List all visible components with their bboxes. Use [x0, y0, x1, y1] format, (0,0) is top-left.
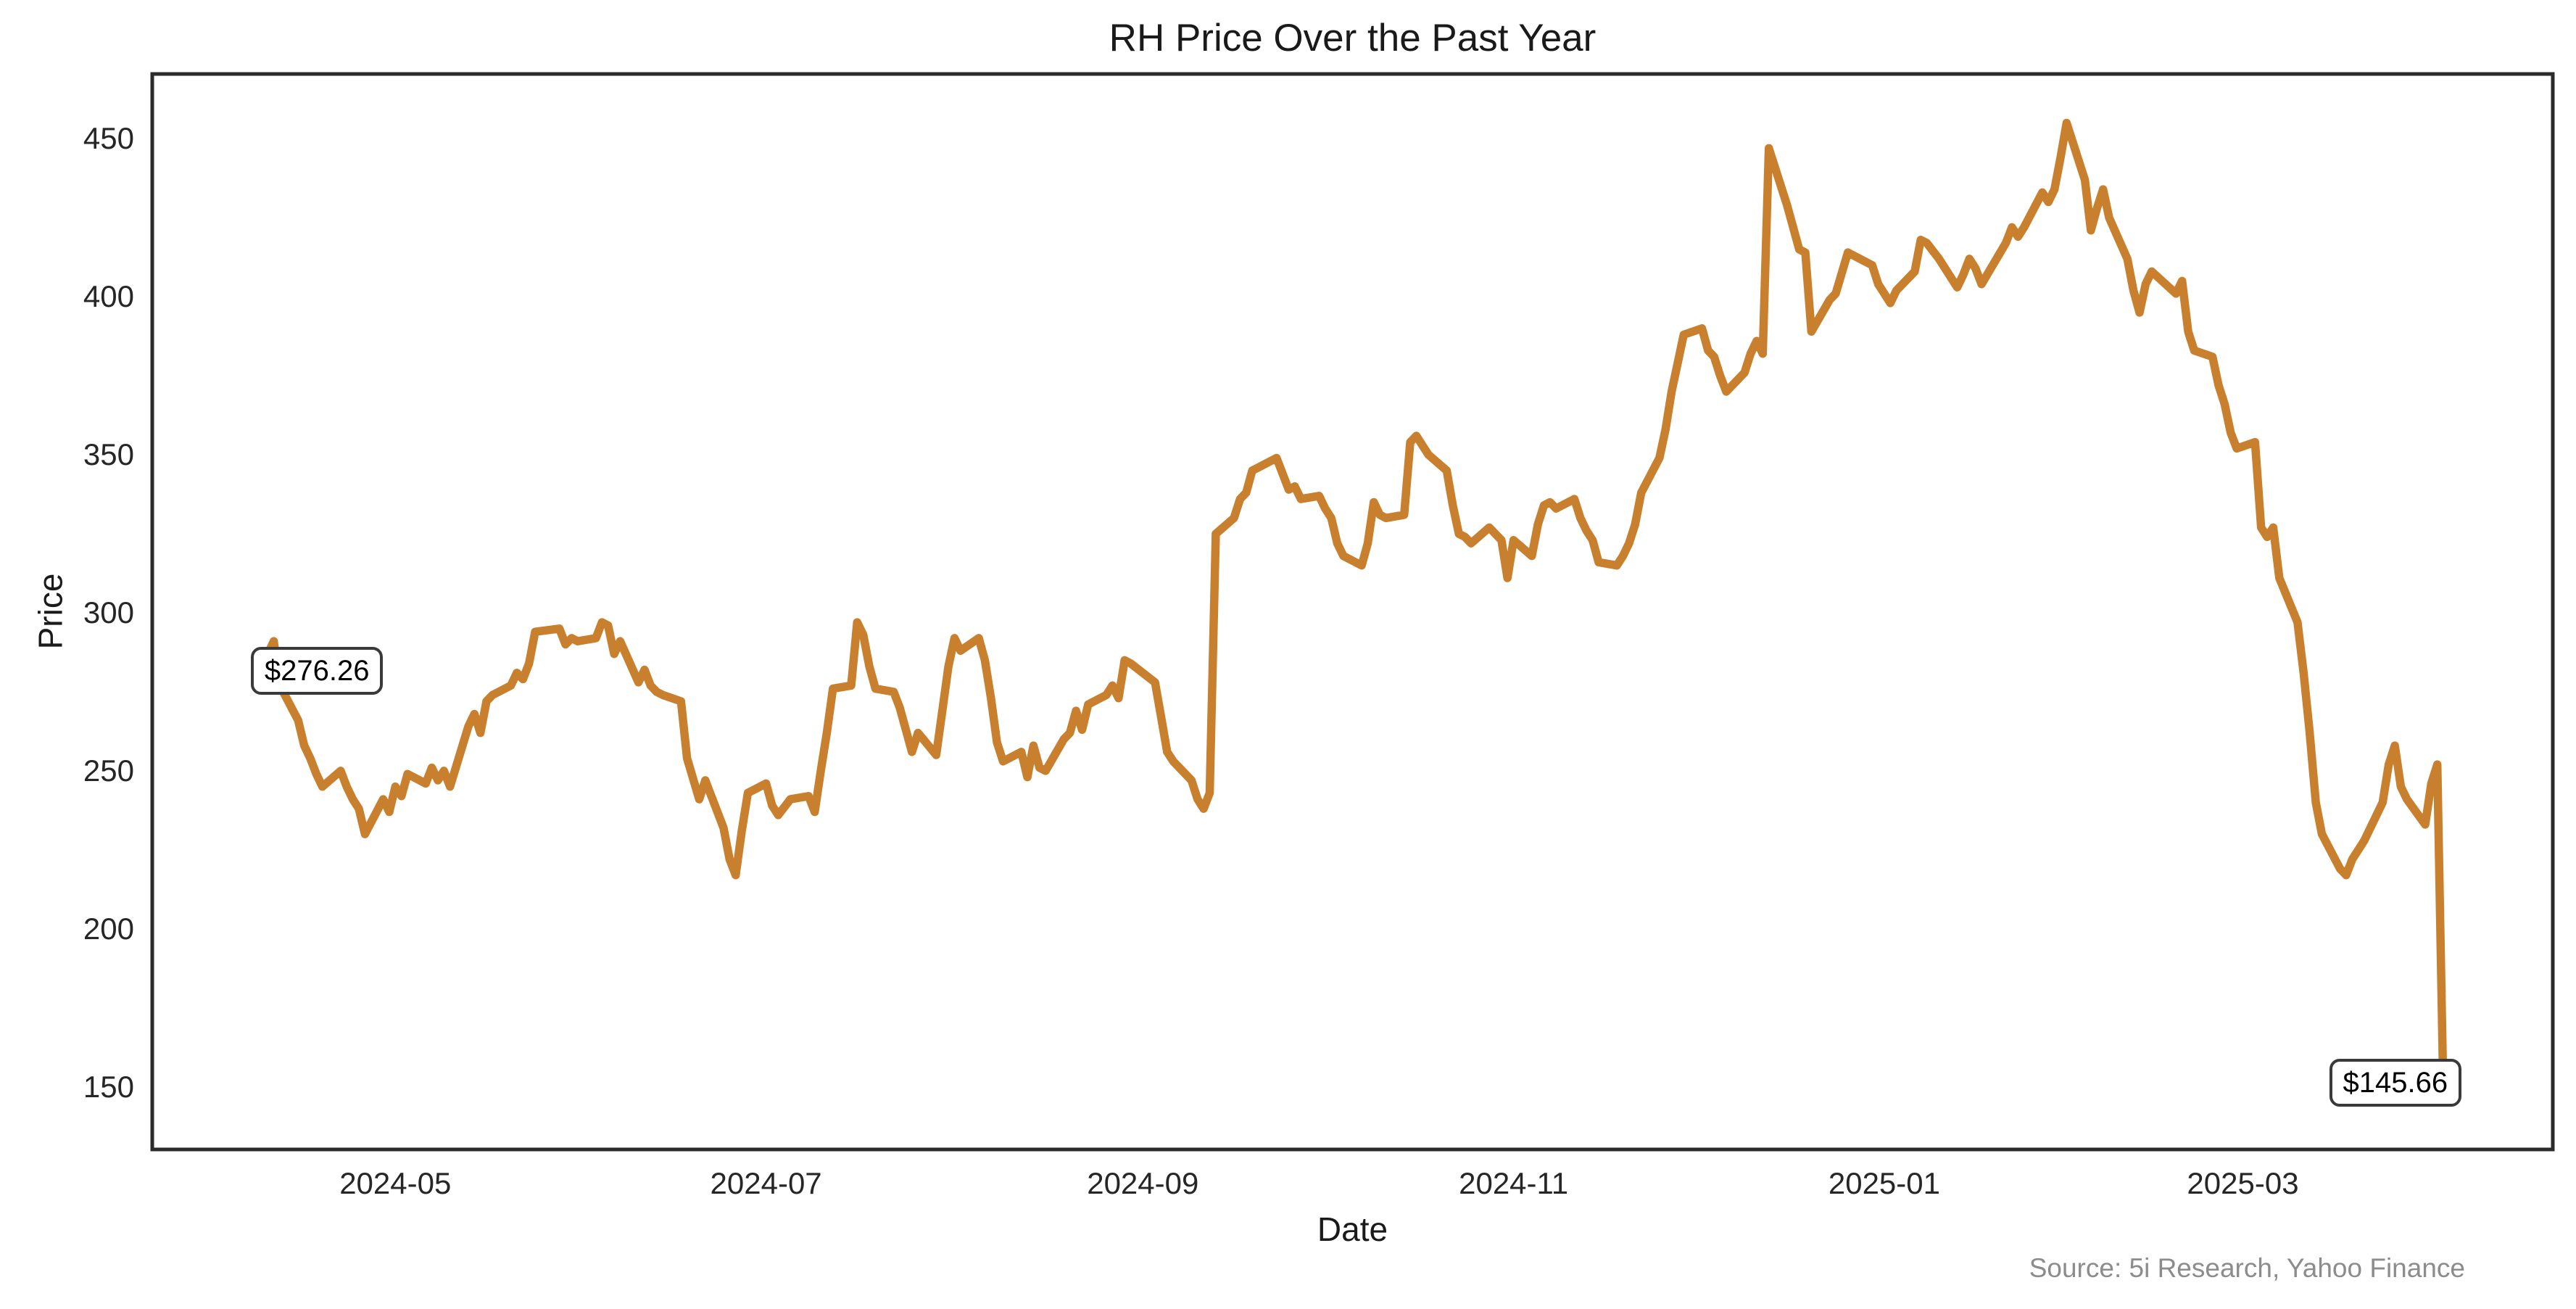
y-tick-label: 200: [83, 911, 134, 946]
y-tick-label: 300: [83, 595, 134, 630]
price-line: [257, 118, 2454, 1105]
y-tick-label: 450: [83, 121, 134, 156]
y-tick-label: 250: [83, 753, 134, 788]
start-price-annotation: $276.26: [250, 647, 384, 695]
chart-title: RH Price Over the Past Year: [1109, 17, 1596, 59]
x-tick-label: 2025-03: [2187, 1166, 2299, 1200]
x-tick-label: 2025-01: [1828, 1166, 1940, 1200]
x-axis-label: Date: [1317, 1210, 1388, 1248]
x-tick-label: 2024-07: [710, 1166, 822, 1200]
x-tick-label: 2024-05: [339, 1166, 452, 1200]
plot-border: [150, 72, 2555, 1152]
x-tick-label: 2024-09: [1087, 1166, 1199, 1200]
y-tick-label: 150: [83, 1069, 134, 1104]
y-tick-label: 350: [83, 437, 134, 472]
source-credit: Source: 5i Research, Yahoo Finance: [2029, 1253, 2465, 1283]
y-tick-label: 400: [83, 279, 134, 314]
end-price-annotation: $145.66: [2329, 1058, 2462, 1107]
x-tick-label: 2024-11: [1459, 1166, 1569, 1200]
